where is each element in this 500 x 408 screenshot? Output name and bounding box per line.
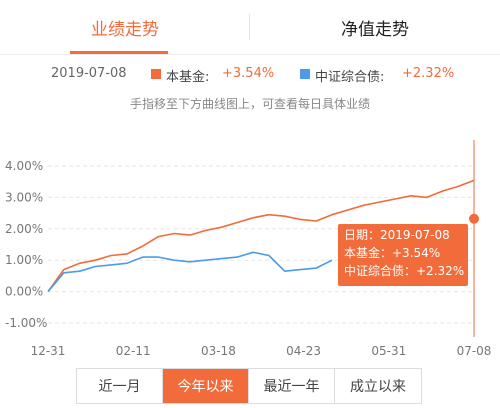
chart-tooltip: 日期：2019-07-08 本基金：+3.54% 中证综合债：+2.32%: [338, 224, 468, 286]
period-ytd[interactable]: 今年以来: [163, 369, 249, 403]
index-color-swatch: [300, 69, 310, 79]
performance-chart[interactable]: 4.00% 3.00% 2.00% 1.00% 0.00% -1.00% 12-31 02-…: [0, 140, 500, 365]
y-tick-label: 3.00%: [5, 190, 43, 204]
y-tick-label: 1.00%: [5, 253, 43, 267]
legend-fund-value: +3.54%: [222, 66, 275, 81]
tooltip-index: 中证综合债：+2.32%: [344, 263, 464, 278]
period-one-month[interactable]: 近一月: [77, 369, 163, 403]
tab-divider: [249, 14, 250, 40]
legend-fund-label: 本基金:: [166, 70, 210, 85]
x-tick-label: 12-31: [31, 344, 66, 358]
period-since-inception[interactable]: 成立以来: [350, 379, 406, 395]
tab-performance[interactable]: 业绩走势: [91, 19, 159, 40]
tab-bar: 业绩走势 净值走势: [0, 0, 500, 55]
x-tick-label: 02-11: [116, 344, 151, 358]
active-tab-indicator: [70, 51, 168, 54]
chart-hint: 手指移至下方曲线图上，可查看每日具体业绩: [129, 97, 370, 111]
fund-color-swatch: [151, 69, 161, 79]
legend-date: 2019-07-08: [51, 66, 127, 81]
legend-index-label: 中证综合债:: [315, 70, 385, 85]
fund-series-line: [47, 179, 475, 293]
period-one-year[interactable]: 最近一年: [249, 369, 335, 403]
tooltip-date: 日期：2019-07-08: [344, 228, 450, 242]
x-tick-label: 04-23: [286, 344, 321, 358]
x-tick-label: 07-08: [457, 344, 492, 358]
tooltip-fund: 本基金：+3.54%: [344, 245, 440, 260]
cursor-dot: [469, 213, 479, 224]
chart-legend: 2019-07-08 本基金: +3.54% 中证综合债: +2.32%: [0, 64, 500, 85]
x-tick-label: 05-31: [371, 344, 406, 358]
tab-net-value[interactable]: 净值走势: [341, 19, 409, 40]
y-tick-label: 4.00%: [5, 159, 43, 173]
index-series-line: [47, 251, 333, 293]
period-selector: 近一月 今年以来 最近一年 成立以来: [76, 368, 422, 404]
y-tick-label: -1.00%: [5, 316, 47, 330]
x-tick-label: 03-18: [201, 344, 236, 358]
y-tick-label: 0.00%: [5, 285, 43, 299]
tooltip-background: [338, 224, 468, 286]
legend-index-value: +2.32%: [402, 66, 455, 81]
y-tick-label: 2.00%: [5, 222, 43, 236]
